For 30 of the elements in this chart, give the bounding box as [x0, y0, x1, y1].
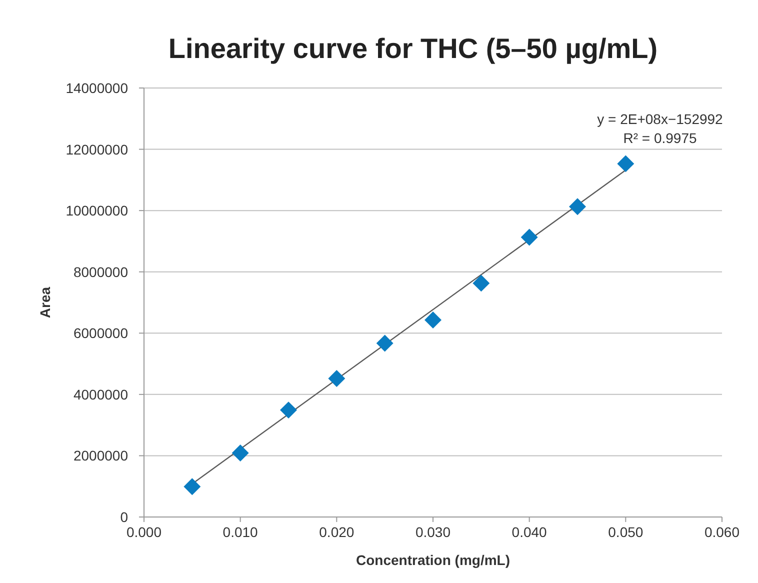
point [280, 402, 297, 419]
annotation: R² = 0.9975 [623, 130, 697, 146]
point [569, 198, 586, 216]
y-tick-label: 8000000 [73, 264, 128, 280]
point [376, 334, 394, 352]
y-axis-title: Area [37, 286, 53, 318]
x-axis-title: Concentration (mg/mL) [356, 552, 510, 568]
y-tick-label: 4000000 [73, 386, 128, 402]
point [424, 311, 442, 328]
x-tick-label: 0.030 [415, 524, 451, 540]
point [328, 370, 346, 387]
chart-title: Linearity curve for THC (5–50 µg/mL) [168, 33, 658, 64]
x-tick-label: 0.020 [319, 524, 354, 540]
y-tick-label: 6000000 [73, 325, 128, 342]
x-tick-label: 0.010 [222, 524, 258, 540]
x-tick-label: 0.060 [704, 524, 740, 540]
point [617, 155, 634, 172]
y-tick-label: 14000000 [66, 80, 128, 96]
x-tick-label: 0.050 [608, 524, 644, 540]
y-tick-label: 12000000 [66, 141, 128, 158]
point [184, 478, 201, 496]
point [520, 228, 538, 246]
point [472, 274, 490, 292]
y-tick-label: 0 [120, 509, 128, 525]
y-tick-label: 10000000 [66, 202, 128, 219]
annotation: y = 2E+08x−152992 [597, 111, 724, 127]
y-tick-label: 2000000 [73, 448, 128, 464]
x-tick-label: 0.000 [126, 524, 162, 540]
x-tick-label: 0.040 [512, 524, 548, 540]
point [232, 444, 249, 462]
